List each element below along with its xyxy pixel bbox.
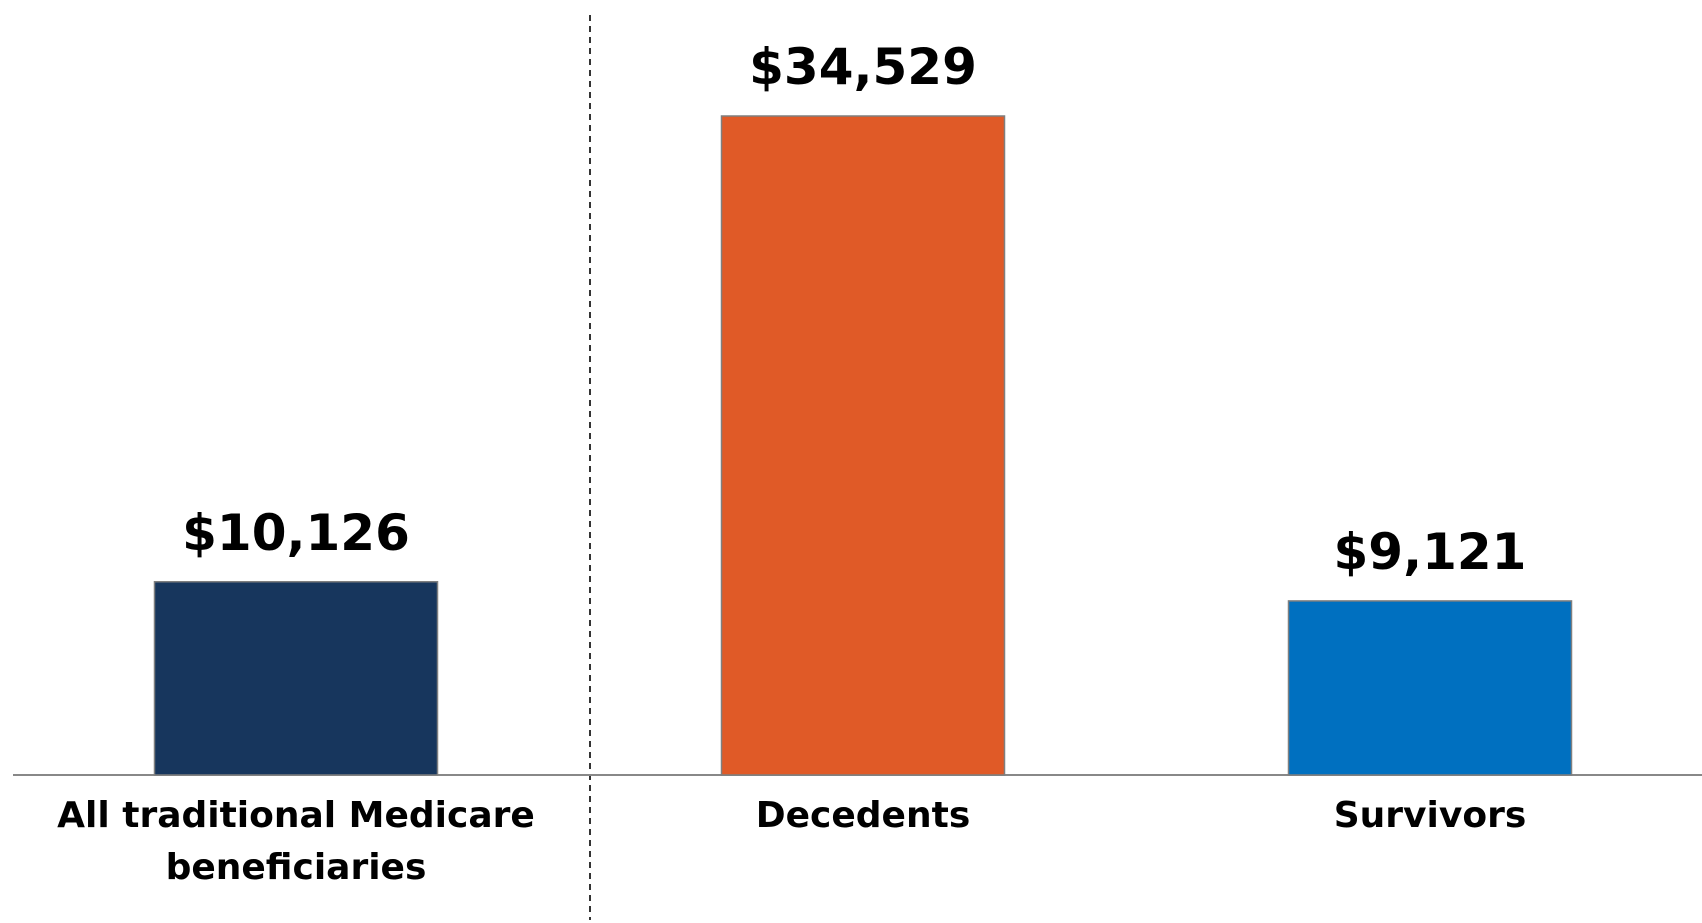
x-tick-label: Decedents xyxy=(755,795,971,836)
bar xyxy=(153,580,439,776)
bar xyxy=(720,115,1006,776)
value-label: $9,121 xyxy=(1333,522,1527,581)
x-tick-label: Survivors xyxy=(1333,795,1527,836)
value-label: $10,126 xyxy=(182,503,410,562)
x-tick-label: All traditional Medicare beneficiaries xyxy=(57,795,535,888)
bar xyxy=(1287,600,1573,776)
value-label: $34,529 xyxy=(749,38,977,96)
